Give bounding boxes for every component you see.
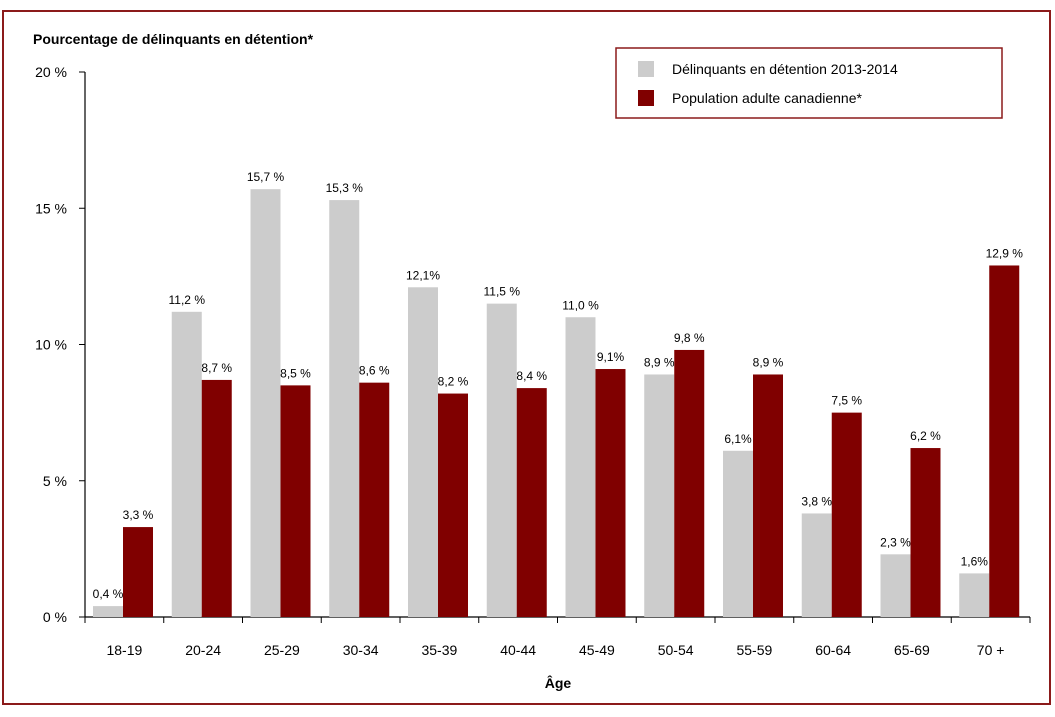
x-category-label: 60-64 — [815, 642, 851, 658]
data-label: 12,9 % — [986, 246, 1024, 260]
x-category-label: 40-44 — [500, 642, 536, 658]
data-label: 3,3 % — [123, 508, 154, 522]
x-category-label: 30-34 — [343, 642, 379, 658]
x-category-label: 45-49 — [579, 642, 615, 658]
y-ticks: 0 % 5 % 10 % 15 % 20 % — [35, 64, 85, 625]
data-label: 8,4 % — [516, 369, 547, 383]
bar-population-18-19 — [123, 527, 153, 617]
bars: 0,4 % 3,3 % 11,2 % 8,7 % 15,7 % 8,5 % 15,3 % 8,… — [93, 170, 1024, 618]
data-label: 12,1% — [406, 268, 440, 282]
bar-population-50-54 — [674, 349, 705, 617]
bar-population-35-39 — [438, 393, 468, 617]
y-tick-label: 5 % — [43, 473, 67, 489]
x-categories: 18-19 20-24 25-29 30-34 35-39 40-44 45-49 50-54… — [106, 642, 1004, 658]
legend-box — [615, 47, 1003, 119]
data-label: 9,8 % — [674, 331, 705, 345]
bar-detenus-65-69 — [880, 554, 911, 617]
legend-label-detenus: Délinquants en détention 2013-2014 — [672, 61, 898, 77]
data-label: 0,4 % — [93, 587, 124, 601]
x-category-label: 55-59 — [736, 642, 772, 658]
data-label: 8,6 % — [359, 364, 390, 378]
data-label: 8,2 % — [438, 375, 469, 389]
data-label: 15,3 % — [326, 181, 364, 195]
bar-detenus-35-39 — [408, 287, 438, 617]
data-label: 11,5 % — [484, 285, 521, 299]
bar-population-65-69 — [910, 448, 941, 617]
x-category-label: 35-39 — [421, 642, 457, 658]
legend: Délinquants en détention 2013-2014 Popul… — [615, 47, 1003, 119]
x-category-label: 20-24 — [185, 642, 221, 658]
data-label: 6,2 % — [910, 429, 941, 443]
y-tick-label: 10 % — [35, 337, 67, 353]
chart-frame — [2, 10, 1051, 705]
bar-detenus-40-44 — [486, 303, 517, 617]
x-category-label: 70 + — [977, 642, 1005, 658]
y-tick-label: 0 % — [43, 609, 67, 625]
bar-population-70+ — [989, 265, 1020, 617]
legend-swatch-population — [638, 90, 654, 106]
data-label: 11,0 % — [562, 298, 599, 312]
data-label: 8,9 % — [644, 355, 675, 369]
data-label: 9,1% — [597, 350, 625, 364]
bar-population-25-29 — [280, 385, 311, 617]
data-label: 15,7 % — [247, 170, 285, 184]
bar-detenus-60-64 — [801, 513, 832, 617]
bar-detenus-50-54 — [644, 374, 675, 617]
bar-population-55-59 — [753, 374, 783, 617]
bar-detenus-55-59 — [723, 450, 753, 617]
y-tick-label: 20 % — [35, 64, 67, 80]
bar-population-20-24 — [201, 379, 232, 617]
data-label: 8,9 % — [753, 355, 784, 369]
x-category-label: 65-69 — [894, 642, 930, 658]
y-axis-title: Pourcentage de délinquants en détention* — [33, 31, 314, 47]
data-label: 6,1% — [724, 432, 752, 446]
x-category-label: 50-54 — [658, 642, 694, 658]
data-label: 2,3 % — [880, 535, 911, 549]
data-label: 8,7 % — [201, 361, 232, 375]
bar-population-45-49 — [595, 369, 626, 617]
data-label: 11,2 % — [169, 293, 206, 307]
data-label: 8,5 % — [280, 366, 311, 380]
legend-swatch-detenus — [638, 61, 654, 77]
data-label: 1,6% — [961, 554, 989, 568]
bar-detenus-25-29 — [250, 189, 281, 618]
bar-detenus-70+ — [959, 573, 990, 617]
bar-population-30-34 — [359, 382, 390, 617]
data-label: 3,8 % — [801, 494, 832, 508]
bar-population-40-44 — [516, 388, 547, 617]
y-tick-label: 15 % — [35, 200, 67, 216]
x-category-label: 25-29 — [264, 642, 300, 658]
bar-detenus-30-34 — [329, 200, 360, 617]
bar-detenus-18-19 — [93, 606, 123, 617]
bar-detenus-45-49 — [565, 317, 596, 617]
x-category-label: 18-19 — [106, 642, 142, 658]
data-label: 7,5 % — [831, 394, 862, 408]
x-axis-title: Âge — [545, 674, 572, 691]
bar-detenus-20-24 — [171, 311, 202, 617]
legend-label-population: Population adulte canadienne* — [672, 90, 862, 106]
bar-population-60-64 — [831, 412, 862, 617]
